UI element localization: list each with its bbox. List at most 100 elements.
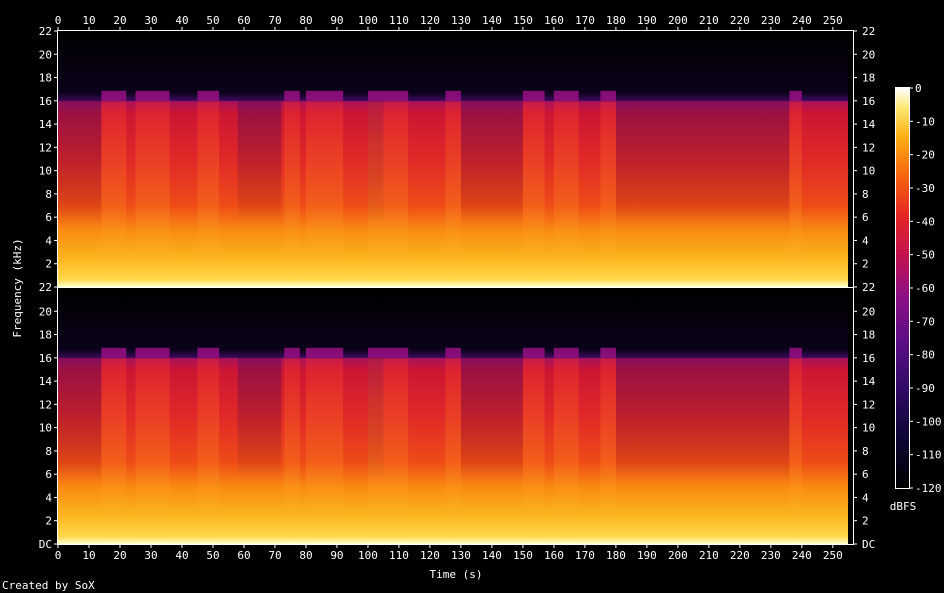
x-tick-label-bottom: 140 xyxy=(482,549,502,562)
y-tick-label-left: 12 xyxy=(39,398,52,411)
loud-segment xyxy=(445,31,461,287)
y-tick-label-left: 22 xyxy=(39,25,52,38)
x-tick-label-top: 230 xyxy=(761,14,781,27)
quiet-segment xyxy=(460,31,523,287)
y-tick-label-right: 20 xyxy=(862,305,875,318)
loud-segment-hf-band xyxy=(305,347,344,358)
x-tick-label-top: 130 xyxy=(451,14,471,27)
x-tick-label-bottom: 110 xyxy=(389,549,409,562)
x-tick-label-bottom: 190 xyxy=(637,549,657,562)
x-tick-label-top: 30 xyxy=(144,14,157,27)
x-tick-label-bottom: 60 xyxy=(237,549,250,562)
loud-segment-hf-band xyxy=(135,347,170,358)
colorbar-gradient xyxy=(896,88,909,488)
y-tick-label-right: 6 xyxy=(862,211,869,224)
loud-segment xyxy=(135,31,170,287)
loud-segment-hf-band xyxy=(367,347,409,358)
y-tick-label-left: 10 xyxy=(39,422,52,435)
y-tick-label-right: 2 xyxy=(862,515,869,528)
loud-segment-hf-band xyxy=(135,90,170,101)
x-tick-label-top: 10 xyxy=(82,14,95,27)
x-tick-label-top: 180 xyxy=(606,14,626,27)
y-tick-label-left: 22 xyxy=(39,281,52,294)
quiet-segment xyxy=(237,31,282,287)
y-tick-label-left: 16 xyxy=(39,352,52,365)
loud-segment-hf-band xyxy=(789,90,802,101)
x-tick-label-top: 70 xyxy=(268,14,281,27)
y-tick-label-left: 20 xyxy=(39,305,52,318)
x-tick-label-top: 0 xyxy=(55,14,62,27)
y-tick-label-left: 10 xyxy=(39,165,52,178)
spectrogram-channel-1 xyxy=(58,31,853,287)
loud-segment-hf-band xyxy=(284,347,300,358)
loud-segment-hf-band xyxy=(789,347,802,358)
x-tick-label-top: 250 xyxy=(823,14,843,27)
loud-segment xyxy=(284,31,300,287)
loud-segment xyxy=(101,288,127,544)
x-tick-label-bottom: 100 xyxy=(358,549,378,562)
x-tick-label-bottom: 250 xyxy=(823,549,843,562)
x-tick-label-top: 240 xyxy=(792,14,812,27)
colorbar-tick-label: -20 xyxy=(915,149,935,162)
y-tick-label-left: 8 xyxy=(45,445,52,458)
loud-segment-hf-band xyxy=(522,347,545,358)
loud-segment xyxy=(284,288,300,544)
y-tick-label-right: 20 xyxy=(862,48,875,61)
loud-segment xyxy=(445,288,461,544)
colorbar-tick-label: -80 xyxy=(915,349,935,362)
y-tick-label-left: 8 xyxy=(45,188,52,201)
colorbar-tick-label: -90 xyxy=(915,382,935,395)
loud-segment-hf-band xyxy=(445,347,461,358)
y-tick-label-left: DC xyxy=(39,538,52,551)
y-tick-label-left: 2 xyxy=(45,258,52,271)
loud-segment xyxy=(600,31,616,287)
end-of-audio xyxy=(848,288,853,544)
loud-segment xyxy=(305,288,344,544)
y-tick-label-right: 10 xyxy=(862,165,875,178)
x-axis-title: Time (s) xyxy=(430,568,483,581)
colorbar-tick-label: -50 xyxy=(915,249,935,262)
x-tick-label-bottom: 230 xyxy=(761,549,781,562)
spectrogram-channel-2 xyxy=(58,288,853,544)
y-tick-label-left: 14 xyxy=(39,118,53,131)
colorbar-frame xyxy=(895,87,910,489)
loud-segment-hf-band xyxy=(101,347,127,358)
quiet-segment xyxy=(58,31,102,287)
loud-segment-hf-band xyxy=(305,90,344,101)
colorbar-tick-label: -60 xyxy=(915,282,935,295)
colorbar-tick-label: -40 xyxy=(915,215,935,228)
x-tick-label-top: 170 xyxy=(575,14,595,27)
x-tick-label-top: 50 xyxy=(206,14,219,27)
x-tick-label-bottom: 0 xyxy=(55,549,62,562)
x-tick-label-bottom: 10 xyxy=(82,549,95,562)
y-tick-label-right: 16 xyxy=(862,95,875,108)
end-of-audio xyxy=(848,31,853,287)
x-tick-label-bottom: 200 xyxy=(668,549,688,562)
loud-segment xyxy=(789,288,802,544)
y-tick-label-right: 12 xyxy=(862,141,875,154)
x-tick-label-top: 190 xyxy=(637,14,657,27)
y-tick-label-right: 22 xyxy=(862,25,875,38)
loud-segment-hf-band xyxy=(197,90,220,101)
x-tick-label-top: 210 xyxy=(699,14,719,27)
loud-segment-hf-band xyxy=(101,90,127,101)
loud-segment xyxy=(367,288,409,544)
panel-frame-2 xyxy=(57,287,854,545)
y-tick-label-left: 12 xyxy=(39,141,52,154)
loud-segment xyxy=(197,288,220,544)
x-tick-label-bottom: 240 xyxy=(792,549,812,562)
x-tick-label-bottom: 90 xyxy=(330,549,343,562)
loud-segment xyxy=(789,31,802,287)
y-tick-label-right: 18 xyxy=(862,329,875,342)
loud-segment xyxy=(553,288,579,544)
quiet-segment xyxy=(58,288,102,544)
y-tick-label-right: 16 xyxy=(862,352,875,365)
loud-segment-hf-band xyxy=(553,90,579,101)
x-tick-label-bottom: 130 xyxy=(451,549,471,562)
y-tick-label-right: 10 xyxy=(862,422,875,435)
colorbar-tick-label: -30 xyxy=(915,182,935,195)
x-tick-label-top: 40 xyxy=(175,14,188,27)
y-tick-label-right: 8 xyxy=(862,188,869,201)
